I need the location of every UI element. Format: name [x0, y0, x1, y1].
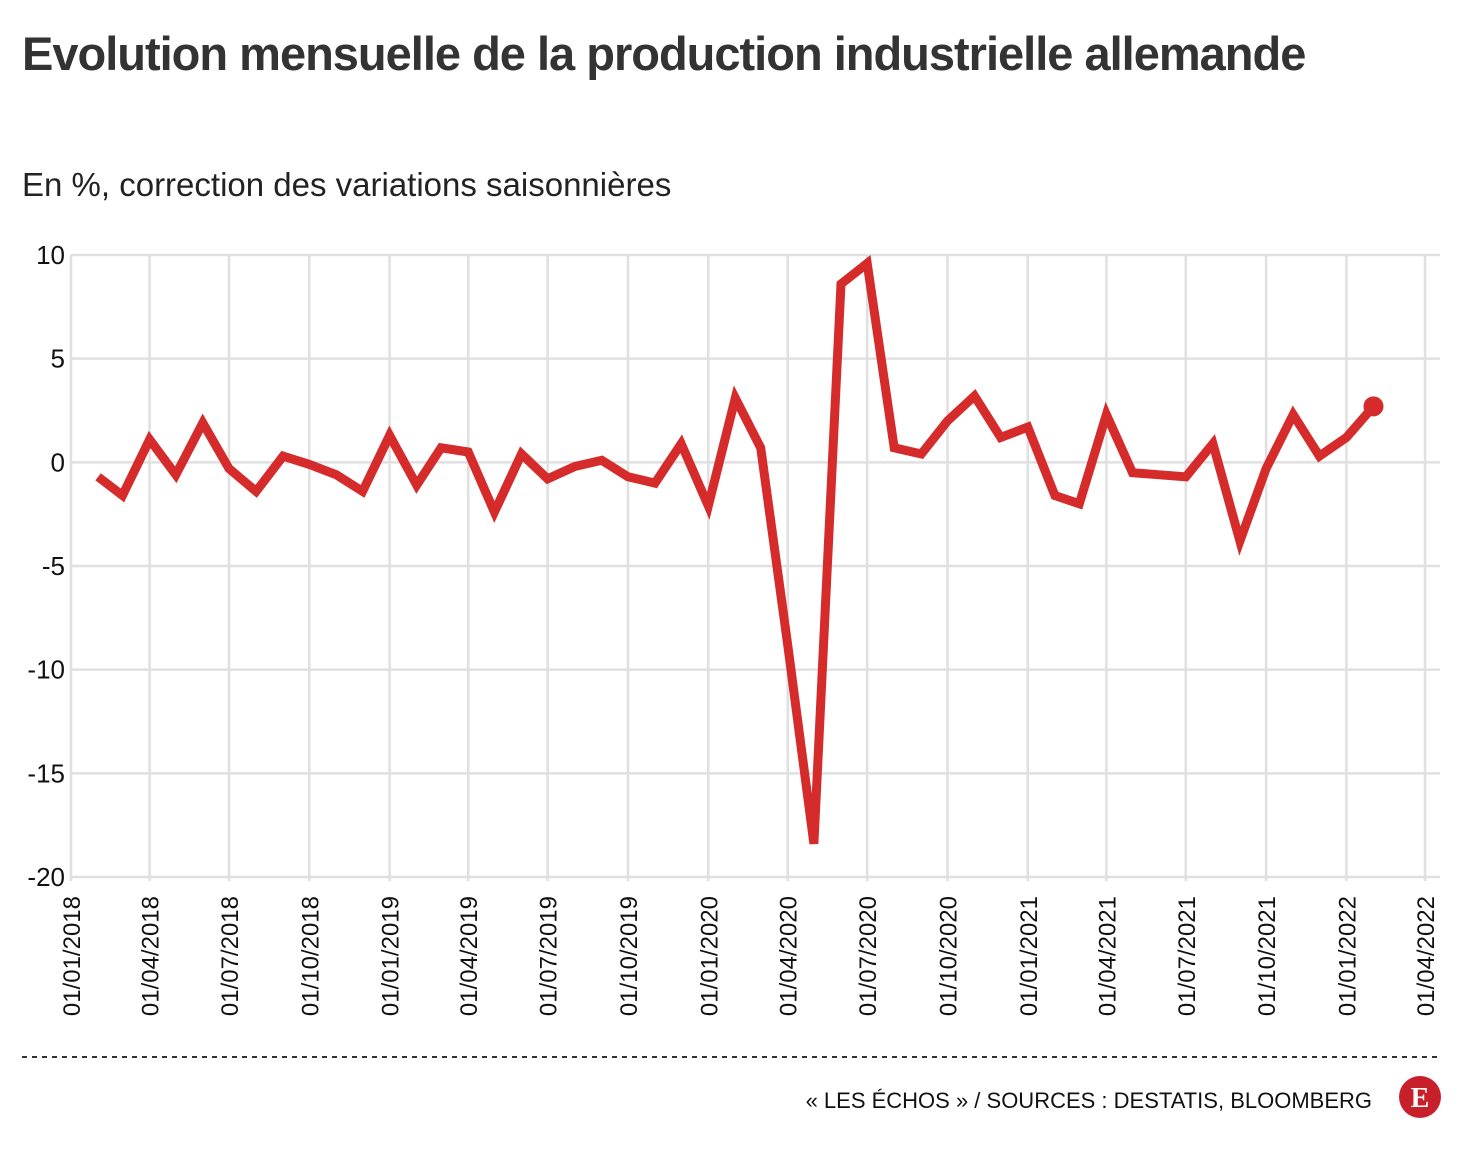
- chart-subtitle: En %, correction des variations saisonni…: [22, 166, 672, 203]
- y-tick-label: -5: [42, 551, 65, 581]
- x-tick-label: 01/04/2022: [1413, 896, 1440, 1016]
- logo-circle: [1399, 1076, 1441, 1118]
- y-tick-label: -10: [27, 655, 65, 685]
- y-tick-label: 0: [51, 447, 65, 477]
- y-tick-label: -15: [27, 758, 65, 788]
- x-tick-label: 01/01/2021: [1016, 896, 1043, 1016]
- x-tick-label: 01/10/2020: [935, 896, 962, 1016]
- chart-title: Evolution mensuelle de la production ind…: [22, 27, 1306, 80]
- x-tick-label: 01/10/2021: [1254, 896, 1281, 1016]
- y-tick-label: 5: [51, 344, 65, 374]
- x-tick-label: 01/10/2018: [297, 896, 324, 1016]
- line: [95, 254, 1377, 845]
- x-tick-label: 01/07/2021: [1174, 896, 1201, 1016]
- source: « LES ÉCHOS » / SOURCES : DESTATIS, BLOO…: [806, 1088, 1372, 1113]
- x-tick-label: 01/04/2021: [1094, 896, 1121, 1016]
- x-tick-label: 01/01/2020: [696, 896, 723, 1016]
- logo: E: [1411, 1083, 1430, 1114]
- x-tick-label: 01/01/2018: [59, 896, 86, 1016]
- x-tick-label: 01/01/2019: [378, 896, 405, 1016]
- x-tick-label: 01/04/2020: [776, 896, 803, 1016]
- x-tick-label: 01/07/2020: [855, 896, 882, 1016]
- x-tick-label: 01/07/2019: [536, 896, 563, 1016]
- x-tick-label: 01/01/2022: [1334, 896, 1361, 1016]
- x-tick-label: 01/10/2019: [616, 896, 643, 1016]
- x-tick-label: 01/04/2019: [456, 896, 483, 1016]
- y-tick-label: -20: [27, 862, 65, 892]
- x-tick-label: 01/04/2018: [138, 896, 165, 1016]
- x-tick-label: 01/07/2018: [217, 896, 244, 1016]
- y-tick-label: 10: [36, 240, 65, 270]
- end-marker: [1363, 396, 1384, 417]
